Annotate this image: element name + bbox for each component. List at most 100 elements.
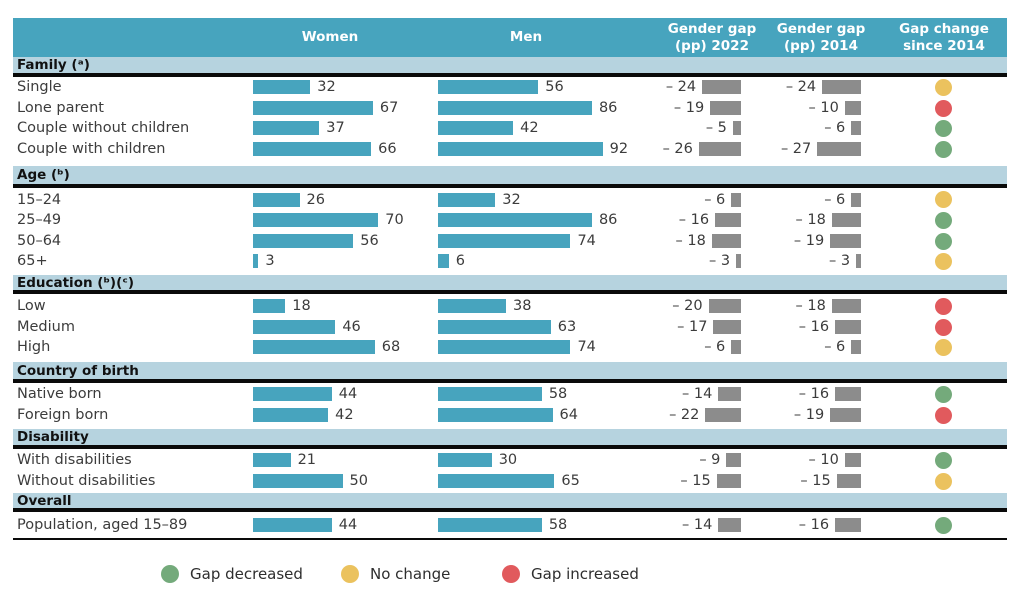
row-label: Native born: [17, 386, 102, 403]
women-bar: [253, 517, 332, 532]
women-cell: 67: [253, 98, 398, 119]
gap-2014-bar: [835, 517, 861, 532]
men-cell: 32: [438, 189, 521, 210]
legend-label-decreased: Gap decreased: [190, 565, 303, 583]
women-bar: [253, 473, 343, 488]
gap-2014-bar: [856, 254, 861, 269]
gap-2014-cell: – 27: [691, 139, 861, 160]
men-cell: 86: [438, 98, 617, 119]
gap-2014-value: – 6: [824, 191, 846, 208]
gap-2014-cell: – 10: [691, 450, 861, 471]
gap-2014-value: – 16: [798, 516, 830, 533]
gap-2022-bar: [711, 233, 741, 248]
table-row: Low 18 38 – 20 – 18: [13, 296, 1007, 317]
gap-change-indicator: [935, 318, 952, 336]
legend-item-no-change: No change: [341, 564, 450, 584]
women-value: 18: [292, 298, 311, 315]
gap-2022-cell: – 6: [571, 337, 741, 358]
women-bar: [253, 387, 332, 402]
gap-2014-bar: [844, 453, 861, 468]
gap-2022-value: – 9: [699, 452, 721, 469]
gap-2014-value: – 18: [795, 212, 826, 229]
gap-2022-bar: [726, 453, 741, 468]
section-band: Family (ᵃ): [13, 57, 1007, 77]
gap-2022-cell: – 24: [571, 77, 741, 98]
row-label: 25–49: [17, 212, 62, 229]
table-row: 15–24 26 32 – 6 – 6: [13, 189, 1007, 210]
women-value: 50: [349, 472, 368, 489]
gap-change-indicator: [935, 516, 952, 534]
gap-2022-bar: [731, 340, 741, 355]
gap-2014-value: – 3: [829, 253, 851, 270]
gap-2014-cell: – 16: [691, 515, 861, 536]
women-value: 67: [379, 99, 399, 116]
gap-2022-bar: [702, 80, 741, 95]
row-label: With disabilities: [17, 452, 132, 469]
gap-change-indicator: [935, 298, 952, 315]
gap-2014-bar: [822, 80, 861, 95]
women-cell: 44: [253, 515, 357, 536]
gap-2014-bar: [844, 100, 861, 115]
gap-2014-value: – 19: [793, 406, 825, 423]
gap-2014-cell: – 16: [691, 384, 861, 405]
men-value: 63: [557, 318, 577, 335]
gap-2014-cell: – 24: [691, 77, 861, 98]
section-label: Disability: [17, 429, 89, 445]
section-band: Age (ᵇ): [13, 166, 1007, 188]
women-bar: [253, 142, 372, 157]
table-bottom-line: [13, 538, 1007, 540]
row-label: High: [17, 339, 51, 356]
gap-2014-bar: [830, 233, 861, 248]
row-label: Couple without children: [17, 120, 190, 137]
men-bar: [438, 80, 539, 95]
row-label: Low: [17, 298, 46, 315]
men-value: 58: [548, 386, 568, 403]
men-bar: [438, 453, 492, 468]
men-bar: [438, 407, 553, 422]
gap-2022-cell: – 19: [571, 98, 741, 119]
women-value: 3: [265, 253, 275, 270]
table-row: Foreign born 42 64 – 22 – 19: [13, 405, 1007, 426]
table-row: Single 32 56 – 24 – 24: [13, 77, 1007, 98]
women-bar: [253, 233, 354, 248]
gap-2014-bar: [851, 121, 861, 136]
gap-2022-cell: – 18: [571, 231, 741, 252]
gap-2022-bar: [705, 407, 741, 422]
gap-2014-value: – 18: [795, 298, 826, 315]
table-row: Lone parent 67 86 – 19 – 10: [13, 98, 1007, 119]
gap-2014-cell: – 10: [691, 98, 861, 119]
gap-2014-value: – 16: [798, 318, 830, 335]
gap-change-indicator: [935, 452, 952, 469]
men-cell: 42: [438, 118, 539, 139]
men-value: 74: [577, 339, 596, 356]
row-label: Medium: [17, 318, 75, 335]
gap-2014-value: – 6: [824, 120, 846, 137]
women-value: 26: [306, 191, 325, 208]
gap-change-indicator: [935, 120, 952, 138]
gap-change-indicator: [935, 253, 952, 271]
gap-2022-cell: – 15: [571, 471, 741, 492]
table-row: 65+ 3 6 – 3 – 3: [13, 251, 1007, 272]
row-label: 65+: [17, 253, 48, 270]
women-bar: [253, 121, 320, 136]
gap-change-indicator: [935, 79, 952, 96]
gap-2022-value: – 16: [678, 212, 710, 229]
men-bar: [438, 100, 592, 115]
gap-2022-value: – 15: [680, 472, 711, 489]
gap-2014-value: – 10: [808, 452, 839, 469]
gap-2022-cell: – 17: [571, 317, 741, 338]
gap-2014-bar: [835, 319, 861, 334]
men-bar: [438, 319, 551, 334]
men-bar: [438, 233, 571, 248]
women-cell: 46: [253, 317, 361, 338]
gap-2022-cell: – 9: [571, 450, 741, 471]
column-header-gap-2022: Gender gap (pp) 2022: [667, 20, 757, 54]
gap-2014-value: – 27: [780, 141, 812, 158]
gap-2022-value: – 6: [704, 191, 726, 208]
men-value: 74: [577, 232, 596, 249]
gap-2022-cell: – 6: [571, 189, 741, 210]
table-row: 50–64 56 74 – 18 – 19: [13, 231, 1007, 252]
men-cell: 6: [438, 251, 465, 272]
women-bar: [253, 319, 336, 334]
gap-table: Women Men Gender gap (pp) 2022 Gender ga…: [13, 0, 1007, 607]
